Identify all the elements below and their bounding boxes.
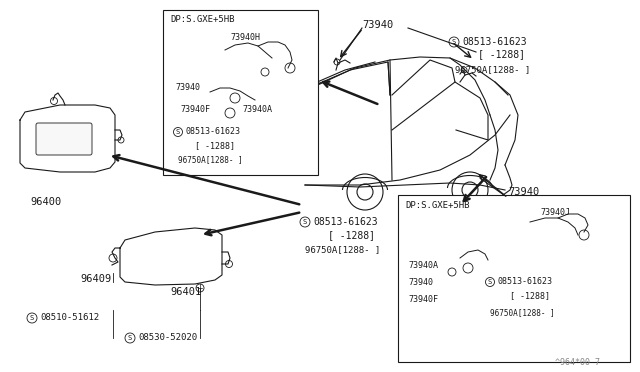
Text: 73940A: 73940A [242,105,272,114]
Text: S: S [452,39,456,45]
Text: 08530-52020: 08530-52020 [138,334,197,343]
Text: S: S [176,129,180,135]
Text: 73940F: 73940F [408,295,438,304]
Text: DP:S.GXE+5HB: DP:S.GXE+5HB [170,15,234,24]
Text: 73940F: 73940F [180,105,210,114]
Text: S: S [488,279,492,285]
Text: [ -1288]: [ -1288] [510,291,550,300]
Text: 08513-61623: 08513-61623 [186,128,241,137]
Text: 73940: 73940 [408,278,433,287]
Text: 08513-61623: 08513-61623 [462,37,527,47]
Text: 08513-61623: 08513-61623 [498,278,553,286]
Text: 73940J: 73940J [540,208,570,217]
Text: 96750A[1288- ]: 96750A[1288- ] [178,155,243,164]
Text: [ -1288]: [ -1288] [478,49,525,59]
Text: 96401: 96401 [170,287,201,297]
Text: 73940: 73940 [175,83,200,92]
Text: S: S [30,315,34,321]
Bar [398,195,630,362]
Text: 73940H: 73940H [230,33,260,42]
Text: ^964*00 7: ^964*00 7 [555,358,600,367]
Text: 73940: 73940 [362,20,393,30]
Text: 73940: 73940 [508,187,540,197]
Text: S: S [128,335,132,341]
Text: 08513-61623: 08513-61623 [313,217,378,227]
Text: 73940A: 73940A [408,261,438,270]
Text: [ -1288]: [ -1288] [195,141,235,150]
Text: 96400: 96400 [30,197,61,207]
Bar [163,10,318,175]
FancyBboxPatch shape [36,123,92,155]
Text: S: S [303,219,307,225]
Text: [ -1288]: [ -1288] [328,230,375,240]
Text: 96409: 96409 [80,274,111,284]
Text: DP:S.GXE+5HB: DP:S.GXE+5HB [405,201,470,210]
Text: 96750A[1288- ]: 96750A[1288- ] [490,308,555,317]
Text: 96750A[1288- ]: 96750A[1288- ] [455,65,531,74]
Text: 96750A[1288- ]: 96750A[1288- ] [305,245,380,254]
Text: 08510-51612: 08510-51612 [40,314,99,323]
